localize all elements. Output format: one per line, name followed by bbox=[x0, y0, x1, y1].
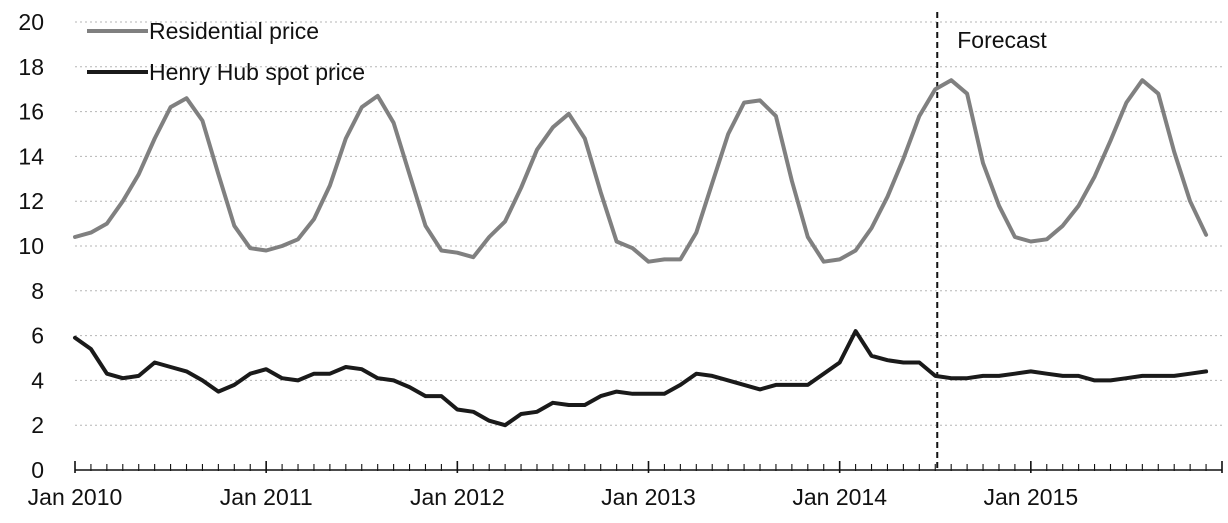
forecast-marker: Forecast bbox=[936, 12, 1047, 472]
x-tick-label: Jan 2013 bbox=[601, 484, 696, 510]
gridlines bbox=[75, 21, 1222, 426]
y-tick-label: 18 bbox=[18, 54, 44, 80]
x-tick-label: Jan 2011 bbox=[220, 484, 313, 510]
x-tick-label: Jan 2015 bbox=[984, 484, 1079, 510]
y-tick-label: 0 bbox=[31, 457, 44, 483]
legend: Residential price Henry Hub spot price bbox=[87, 18, 365, 85]
y-tick-label: 12 bbox=[18, 188, 44, 214]
series-lines bbox=[73, 78, 1209, 428]
y-tick-label: 6 bbox=[31, 323, 44, 349]
x-axis: Jan 2010 Jan 2011 Jan 2012 Jan 2013 Jan 2014… bbox=[28, 461, 1223, 510]
y-tick-label: 16 bbox=[18, 99, 44, 125]
y-tick-label: 14 bbox=[18, 143, 44, 169]
y-tick-label: 4 bbox=[31, 367, 44, 393]
legend-label-residential-price: Residential price bbox=[149, 18, 319, 44]
x-tick-label: Jan 2010 bbox=[28, 484, 123, 510]
x-tick-label: Jan 2012 bbox=[410, 484, 505, 510]
x-tick-label: Jan 2014 bbox=[792, 484, 887, 510]
y-tick-label: 2 bbox=[31, 412, 44, 438]
y-tick-label: 20 bbox=[18, 9, 44, 35]
series-line-residential-price bbox=[73, 78, 1209, 264]
y-axis: 0 2 4 6 8 10 12 14 16 18 20 bbox=[18, 9, 44, 483]
series-line-henry-hub-spot-price bbox=[73, 329, 1209, 428]
legend-label-henry-hub-spot-price: Henry Hub spot price bbox=[149, 59, 365, 85]
y-tick-label: 8 bbox=[31, 278, 44, 304]
y-tick-label: 10 bbox=[18, 233, 44, 259]
forecast-label: Forecast bbox=[957, 27, 1047, 53]
